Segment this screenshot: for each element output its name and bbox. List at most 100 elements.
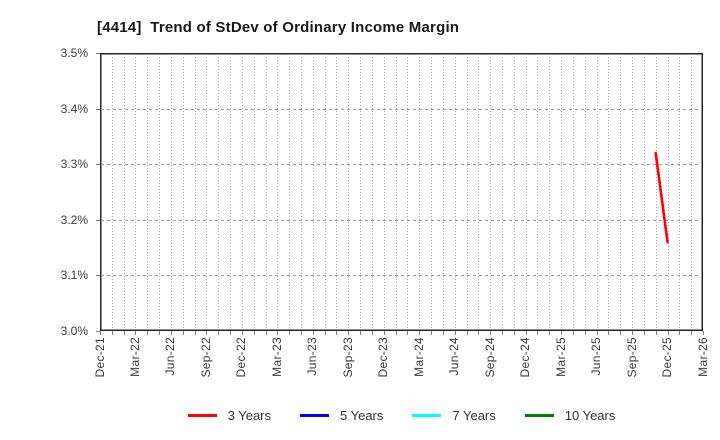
gridline-vertical <box>596 54 598 330</box>
gridline-vertical <box>289 54 291 330</box>
gridline-vertical <box>643 54 645 330</box>
x-tick-mark <box>691 331 693 335</box>
x-axis-label: Dec-22 <box>234 337 249 378</box>
x-tick-mark <box>525 331 527 335</box>
x-tick-mark <box>301 331 302 335</box>
x-tick-mark <box>679 331 681 335</box>
gridline-vertical <box>265 54 267 330</box>
legend-label: 3 Years <box>227 407 271 423</box>
x-tick-mark <box>194 331 196 335</box>
x-tick-mark <box>289 331 291 335</box>
x-tick-mark <box>182 331 184 335</box>
x-tick-mark <box>336 331 338 335</box>
x-tick-mark <box>490 331 492 335</box>
legend-label: 10 Years <box>564 407 616 423</box>
gridline-horizontal <box>101 219 702 221</box>
x-tick-mark <box>643 331 645 335</box>
gridline-vertical <box>253 54 255 330</box>
x-axis-label: Dec-23 <box>376 337 391 378</box>
x-tick-mark <box>620 331 622 335</box>
x-axis-label: Dec-21 <box>92 337 107 378</box>
x-tick-mark <box>703 331 704 335</box>
gridline-vertical <box>502 54 503 330</box>
x-tick-mark <box>596 331 598 335</box>
gridline-vertical <box>537 54 539 330</box>
x-tick-mark <box>466 331 468 335</box>
legend-item: 7 Years <box>412 408 496 423</box>
gridline-vertical <box>383 54 385 330</box>
gridline-vertical <box>572 54 574 330</box>
gridline-vertical <box>336 54 338 330</box>
gridline-vertical <box>632 54 634 330</box>
x-tick-mark <box>218 331 220 335</box>
gridline-vertical <box>608 54 610 330</box>
y-axis-label: 3.0% <box>60 324 88 338</box>
x-tick-mark <box>572 331 574 335</box>
gridline-vertical <box>135 54 137 330</box>
gridline-vertical <box>159 54 161 330</box>
series-plot <box>654 151 669 244</box>
gridline-vertical <box>312 54 314 330</box>
x-axis-label: Dec-24 <box>518 337 533 378</box>
x-tick-mark <box>383 331 385 335</box>
gridline-vertical <box>490 54 492 330</box>
x-tick-mark <box>667 331 669 335</box>
gridline-vertical <box>419 54 421 330</box>
x-tick-mark <box>123 331 125 335</box>
y-tick-mark <box>96 219 100 221</box>
legend: 3 Years 5 Years 7 Years 10 Years <box>100 404 703 426</box>
gridline-vertical <box>111 54 113 330</box>
gridline-vertical <box>584 54 586 330</box>
gridline-vertical <box>561 54 563 330</box>
x-tick-mark <box>371 331 373 335</box>
y-tick-mark <box>96 331 100 332</box>
x-axis-label: Mar-25 <box>553 337 568 377</box>
legend-label: 5 Years <box>340 407 384 423</box>
y-axis-label: 3.1% <box>60 268 88 283</box>
gridline-vertical <box>525 54 527 330</box>
gridline-vertical <box>679 54 681 330</box>
x-tick-mark <box>407 331 409 335</box>
gridline-vertical <box>182 54 184 330</box>
gridline-vertical <box>620 54 622 330</box>
y-axis-label: 3.4% <box>60 101 88 116</box>
x-tick-mark <box>159 331 161 335</box>
x-tick-mark <box>431 331 433 335</box>
legend-line-swatch <box>524 413 554 417</box>
legend-line-swatch <box>187 413 217 417</box>
x-tick-mark <box>419 331 421 335</box>
x-tick-mark <box>348 331 350 335</box>
series-line-3-years <box>654 151 669 244</box>
x-tick-mark <box>360 331 362 335</box>
y-tick-mark <box>96 275 100 277</box>
legend-item: 3 Years <box>187 407 271 423</box>
gridline-vertical <box>691 54 693 330</box>
gridline-vertical <box>442 54 444 330</box>
gridline-vertical <box>478 54 480 330</box>
x-tick-mark <box>502 331 503 335</box>
gridline-vertical <box>348 54 350 330</box>
gridline-vertical <box>549 54 551 330</box>
gridline-vertical <box>407 54 409 330</box>
x-axis-label: Sep-24 <box>482 337 497 378</box>
x-axis-label: Jun-23 <box>305 337 320 376</box>
chart-title: [4414] Trend of StDev of Ordinary Income… <box>97 19 460 36</box>
x-tick-mark <box>147 331 149 335</box>
legend-line-swatch <box>412 413 442 417</box>
gridline-vertical <box>371 54 373 330</box>
x-axis-label: Jun-25 <box>589 337 604 376</box>
legend-line-swatch <box>300 413 329 417</box>
x-axis-label: Sep-22 <box>198 337 213 378</box>
x-tick-mark <box>632 331 634 335</box>
y-axis-label: 3.3% <box>60 157 88 172</box>
gridline-vertical <box>655 54 657 330</box>
gridline-vertical <box>454 54 456 330</box>
gridline-vertical <box>170 54 172 330</box>
x-tick-mark <box>230 331 232 335</box>
x-tick-mark <box>478 331 480 335</box>
y-axis-label: 3.2% <box>60 212 88 227</box>
x-tick-mark <box>584 331 586 335</box>
y-tick-mark <box>96 164 100 166</box>
gridline-vertical <box>466 54 468 330</box>
gridline-vertical <box>277 54 279 330</box>
